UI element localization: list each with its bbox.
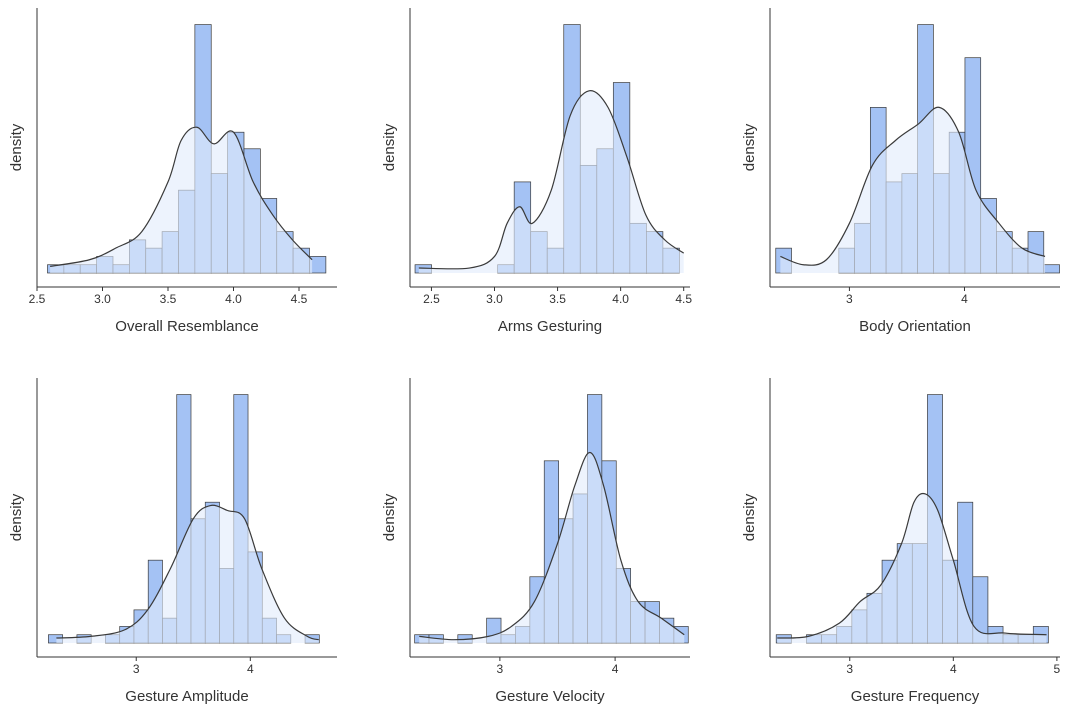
x-tick-label: 3.5 [549,292,566,306]
panel: 2.5 3.0 3.5 4.0 4.5 Overall Resemblance densit… [8,8,337,335]
density-area [777,493,1047,643]
density-area [56,505,319,643]
density-area [418,90,684,273]
x-tick-label: 4 [247,662,254,676]
x-tick-label: 4.5 [675,292,692,306]
x-tick-label: 2.5 [29,292,46,306]
x-axis-label: Gesture Amplitude [125,688,248,705]
x-tick-label: 3 [497,662,504,676]
panel: 3 4 Body Orientation density [741,8,1060,335]
panel: 3 4 Gesture Velocity density [381,378,690,705]
x-tick-label: 3 [846,662,853,676]
bar [1043,264,1060,274]
x-tick-label: 4 [950,662,957,676]
x-tick-label: 4.0 [612,292,629,306]
y-axis-label: density [8,123,25,171]
x-tick-label: 4 [961,292,968,306]
x-tick-label: 3.0 [486,292,503,306]
density-curve [419,451,685,641]
density-curve [418,90,685,270]
density-curve [777,492,1047,639]
density-curve [56,504,319,641]
panel: 3 4 Gesture Amplitude density [8,378,337,705]
density-area [419,452,685,643]
x-tick-label: 4.0 [225,292,242,306]
y-axis-label: density [381,123,398,171]
x-axis-label: Gesture Velocity [495,688,605,705]
x-tick-label: 4 [612,662,619,676]
panel: 3 4 5 Gesture Frequency density [741,378,1061,705]
density-curve [780,106,1046,266]
density-area [50,127,313,273]
x-axis-label: Overall Resemblance [115,318,258,335]
y-axis-label: density [741,493,758,541]
density-area [780,107,1046,273]
density-curve [50,126,313,267]
x-axis-label: Arms Gesturing [498,318,602,335]
x-tick-label: 3.0 [94,292,111,306]
x-axis-label: Gesture Frequency [851,688,980,705]
x-tick-label: 4.5 [291,292,308,306]
x-tick-label: 2.5 [423,292,440,306]
y-axis-label: density [381,493,398,541]
x-tick-label: 3.5 [160,292,177,306]
x-tick-label: 3 [846,292,853,306]
panel: 2.5 3.0 3.5 4.0 4.5 Arms Gesturing density [381,8,692,335]
y-axis-label: density [741,123,758,171]
y-axis-label: density [8,493,25,541]
x-axis-label: Body Orientation [859,318,971,335]
x-tick-label: 5 [1054,662,1061,676]
x-tick-label: 3 [133,662,140,676]
